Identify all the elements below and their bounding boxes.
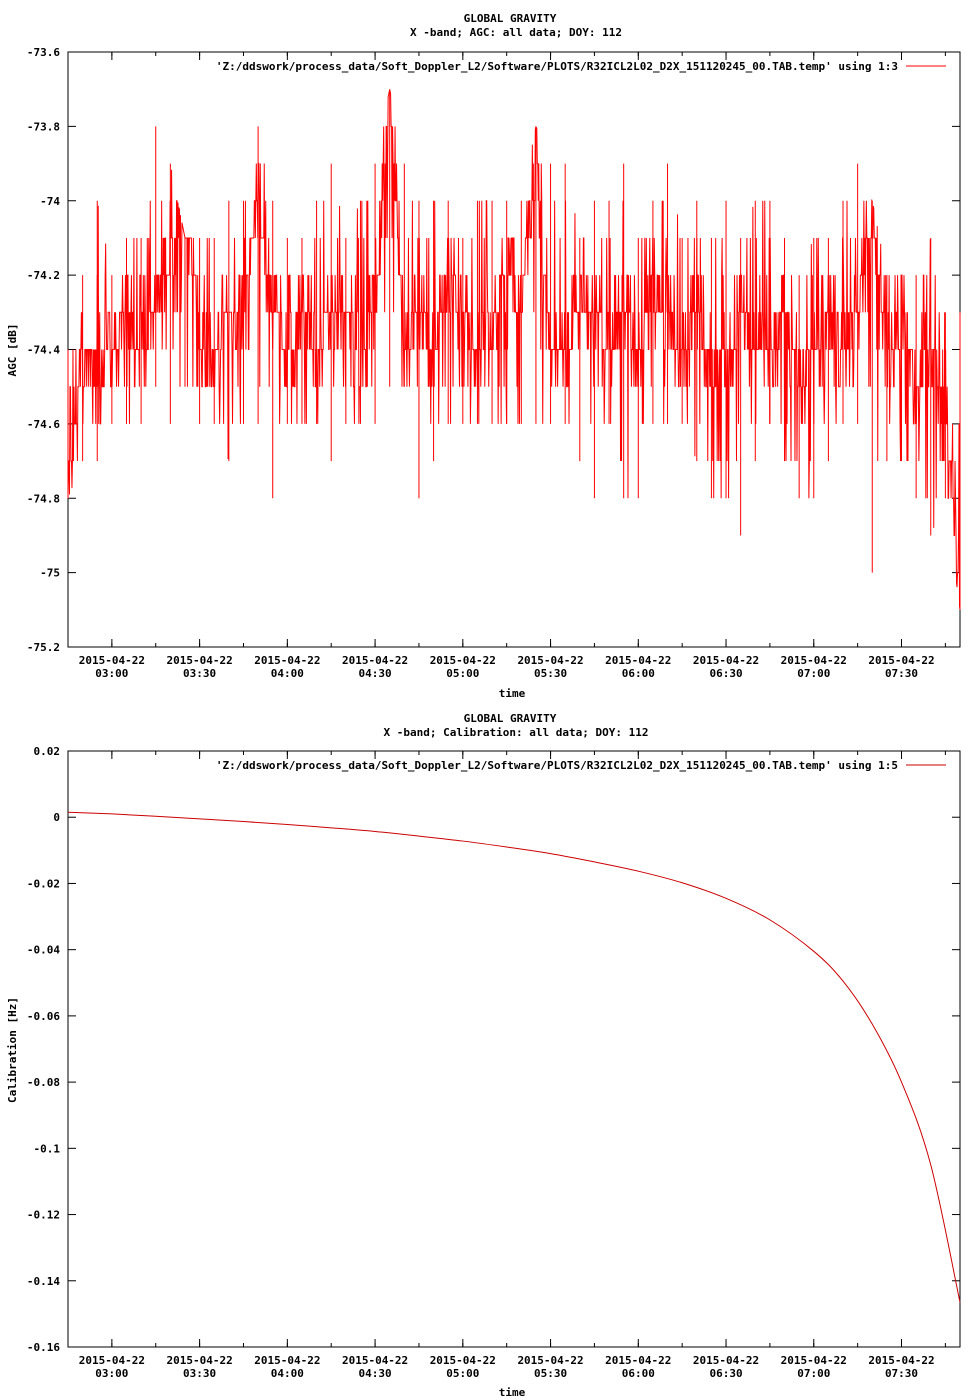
x-tick-time: 07:00 xyxy=(797,1367,830,1380)
x-tick-time: 06:30 xyxy=(709,667,742,680)
x-tick-time: 04:00 xyxy=(271,1367,304,1380)
calibration-chart: GLOBAL GRAVITY X -band; Calibration: all… xyxy=(6,712,961,1399)
y-tick-label: -73.6 xyxy=(27,46,60,59)
x-axis-label: time xyxy=(499,1386,526,1399)
y-tick-label: -0.08 xyxy=(27,1076,60,1089)
legend-label: 'Z:/ddswork/process_data/Soft_Doppler_L2… xyxy=(216,60,898,73)
series-line xyxy=(67,89,961,610)
x-tick-time: 03:00 xyxy=(95,667,128,680)
y-tick-label: -75.2 xyxy=(27,641,60,654)
x-tick-date: 2015-04-22 xyxy=(166,654,232,667)
x-tick-date: 2015-04-22 xyxy=(430,1354,496,1367)
x-tick-date: 2015-04-22 xyxy=(254,654,320,667)
x-tick-time: 07:00 xyxy=(797,667,830,680)
x-tick-time: 03:30 xyxy=(183,667,216,680)
y-tick-label: -75 xyxy=(40,567,60,580)
x-tick-date: 2015-04-22 xyxy=(517,1354,583,1367)
x-tick-date: 2015-04-22 xyxy=(693,1354,759,1367)
x-tick-time: 03:30 xyxy=(183,1367,216,1380)
y-tick-label: 0.02 xyxy=(34,745,61,758)
plot-frame xyxy=(67,750,961,1348)
x-tick-date: 2015-04-22 xyxy=(605,654,671,667)
chart-subtitle: X -band; Calibration: all data; DOY: 112 xyxy=(384,726,649,739)
x-tick-date: 2015-04-22 xyxy=(781,654,847,667)
x-tick-date: 2015-04-22 xyxy=(693,654,759,667)
x-tick-date: 2015-04-22 xyxy=(781,1354,847,1367)
x-axis-label: time xyxy=(499,687,526,700)
y-tick-label: -73.8 xyxy=(27,120,60,133)
x-tick-date: 2015-04-22 xyxy=(342,1354,408,1367)
x-tick-date: 2015-04-22 xyxy=(166,1354,232,1367)
y-tick-label: -0.12 xyxy=(27,1209,60,1222)
x-tick-time: 06:00 xyxy=(622,1367,655,1380)
x-tick-date: 2015-04-22 xyxy=(868,1354,934,1367)
y-axis: -73.6 -73.8 -74 -74.2 -74.4 -74.6 -74.8 -75 -75.… xyxy=(27,46,960,654)
x-tick-time: 06:00 xyxy=(622,667,655,680)
series-line xyxy=(67,811,961,1303)
x-tick-time: 05:00 xyxy=(446,667,479,680)
y-tick-label: -0.16 xyxy=(27,1341,60,1354)
agc-series xyxy=(67,89,961,610)
calibration-series xyxy=(67,811,961,1303)
y-tick-label: -74.6 xyxy=(27,418,60,431)
x-axis: 2015-04-2203:002015-04-2203:302015-04-22… xyxy=(67,52,946,680)
chart-title: GLOBAL GRAVITY xyxy=(464,12,557,25)
x-tick-time: 03:00 xyxy=(95,1367,128,1380)
legend-label: 'Z:/ddswork/process_data/Soft_Doppler_L2… xyxy=(216,759,898,772)
x-tick-date: 2015-04-22 xyxy=(79,654,145,667)
x-tick-time: 04:00 xyxy=(271,667,304,680)
x-tick-date: 2015-04-22 xyxy=(868,654,934,667)
y-tick-label: 0 xyxy=(53,811,60,824)
x-tick-date: 2015-04-22 xyxy=(342,654,408,667)
x-tick-time: 05:00 xyxy=(446,1367,479,1380)
y-tick-label: -74.4 xyxy=(27,344,60,357)
y-tick-label: -0.1 xyxy=(34,1142,61,1155)
y-tick-label: -0.14 xyxy=(27,1275,60,1288)
x-tick-date: 2015-04-22 xyxy=(517,654,583,667)
agc-chart: GLOBAL GRAVITY X -band; AGC: all data; D… xyxy=(6,12,961,700)
y-axis: 0.02 0 -0.02 -0.04 -0.06 -0.08 -0.1 -0.12 -0.14 -… xyxy=(27,745,960,1354)
x-tick-time: 05:30 xyxy=(534,1367,567,1380)
x-tick-date: 2015-04-22 xyxy=(79,1354,145,1367)
chart-title: GLOBAL GRAVITY xyxy=(464,712,557,725)
x-tick-date: 2015-04-22 xyxy=(430,654,496,667)
y-tick-label: -0.02 xyxy=(27,877,60,890)
y-axis-label: AGC [dB] xyxy=(6,324,19,377)
x-tick-time: 06:30 xyxy=(709,1367,742,1380)
chart-subtitle: X -band; AGC: all data; DOY: 112 xyxy=(410,26,622,39)
x-tick-time: 05:30 xyxy=(534,667,567,680)
x-tick-time: 07:30 xyxy=(885,667,918,680)
y-axis-label: Calibration [Hz] xyxy=(6,997,19,1103)
y-tick-label: -0.06 xyxy=(27,1010,60,1023)
y-tick-label: -74 xyxy=(40,195,60,208)
y-tick-label: -0.04 xyxy=(27,944,60,957)
x-tick-date: 2015-04-22 xyxy=(605,1354,671,1367)
x-tick-date: 2015-04-22 xyxy=(254,1354,320,1367)
x-tick-time: 07:30 xyxy=(885,1367,918,1380)
y-tick-label: -74.2 xyxy=(27,269,60,282)
x-tick-time: 04:30 xyxy=(359,667,392,680)
y-tick-label: -74.8 xyxy=(27,492,60,505)
x-tick-time: 04:30 xyxy=(359,1367,392,1380)
x-axis: 2015-04-2203:002015-04-2203:302015-04-22… xyxy=(67,751,946,1380)
